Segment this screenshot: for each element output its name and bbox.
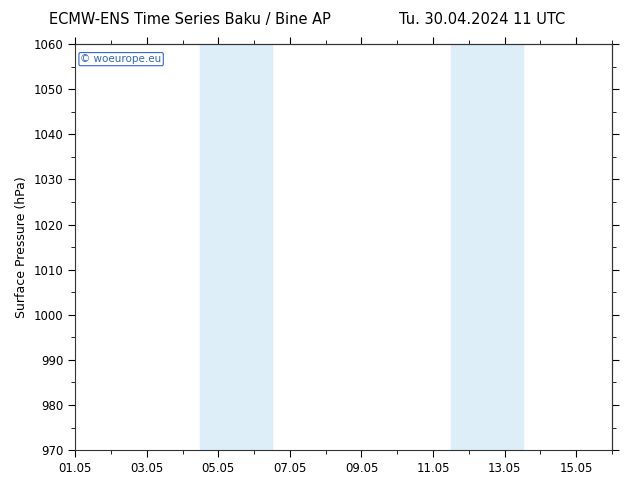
Bar: [200, 44, 272, 450]
Bar: [451, 44, 522, 450]
Text: Tu. 30.04.2024 11 UTC: Tu. 30.04.2024 11 UTC: [399, 12, 565, 27]
Text: © woeurope.eu: © woeurope.eu: [81, 54, 162, 64]
Y-axis label: Surface Pressure (hPa): Surface Pressure (hPa): [15, 176, 28, 318]
Text: ECMW-ENS Time Series Baku / Bine AP: ECMW-ENS Time Series Baku / Bine AP: [49, 12, 331, 27]
